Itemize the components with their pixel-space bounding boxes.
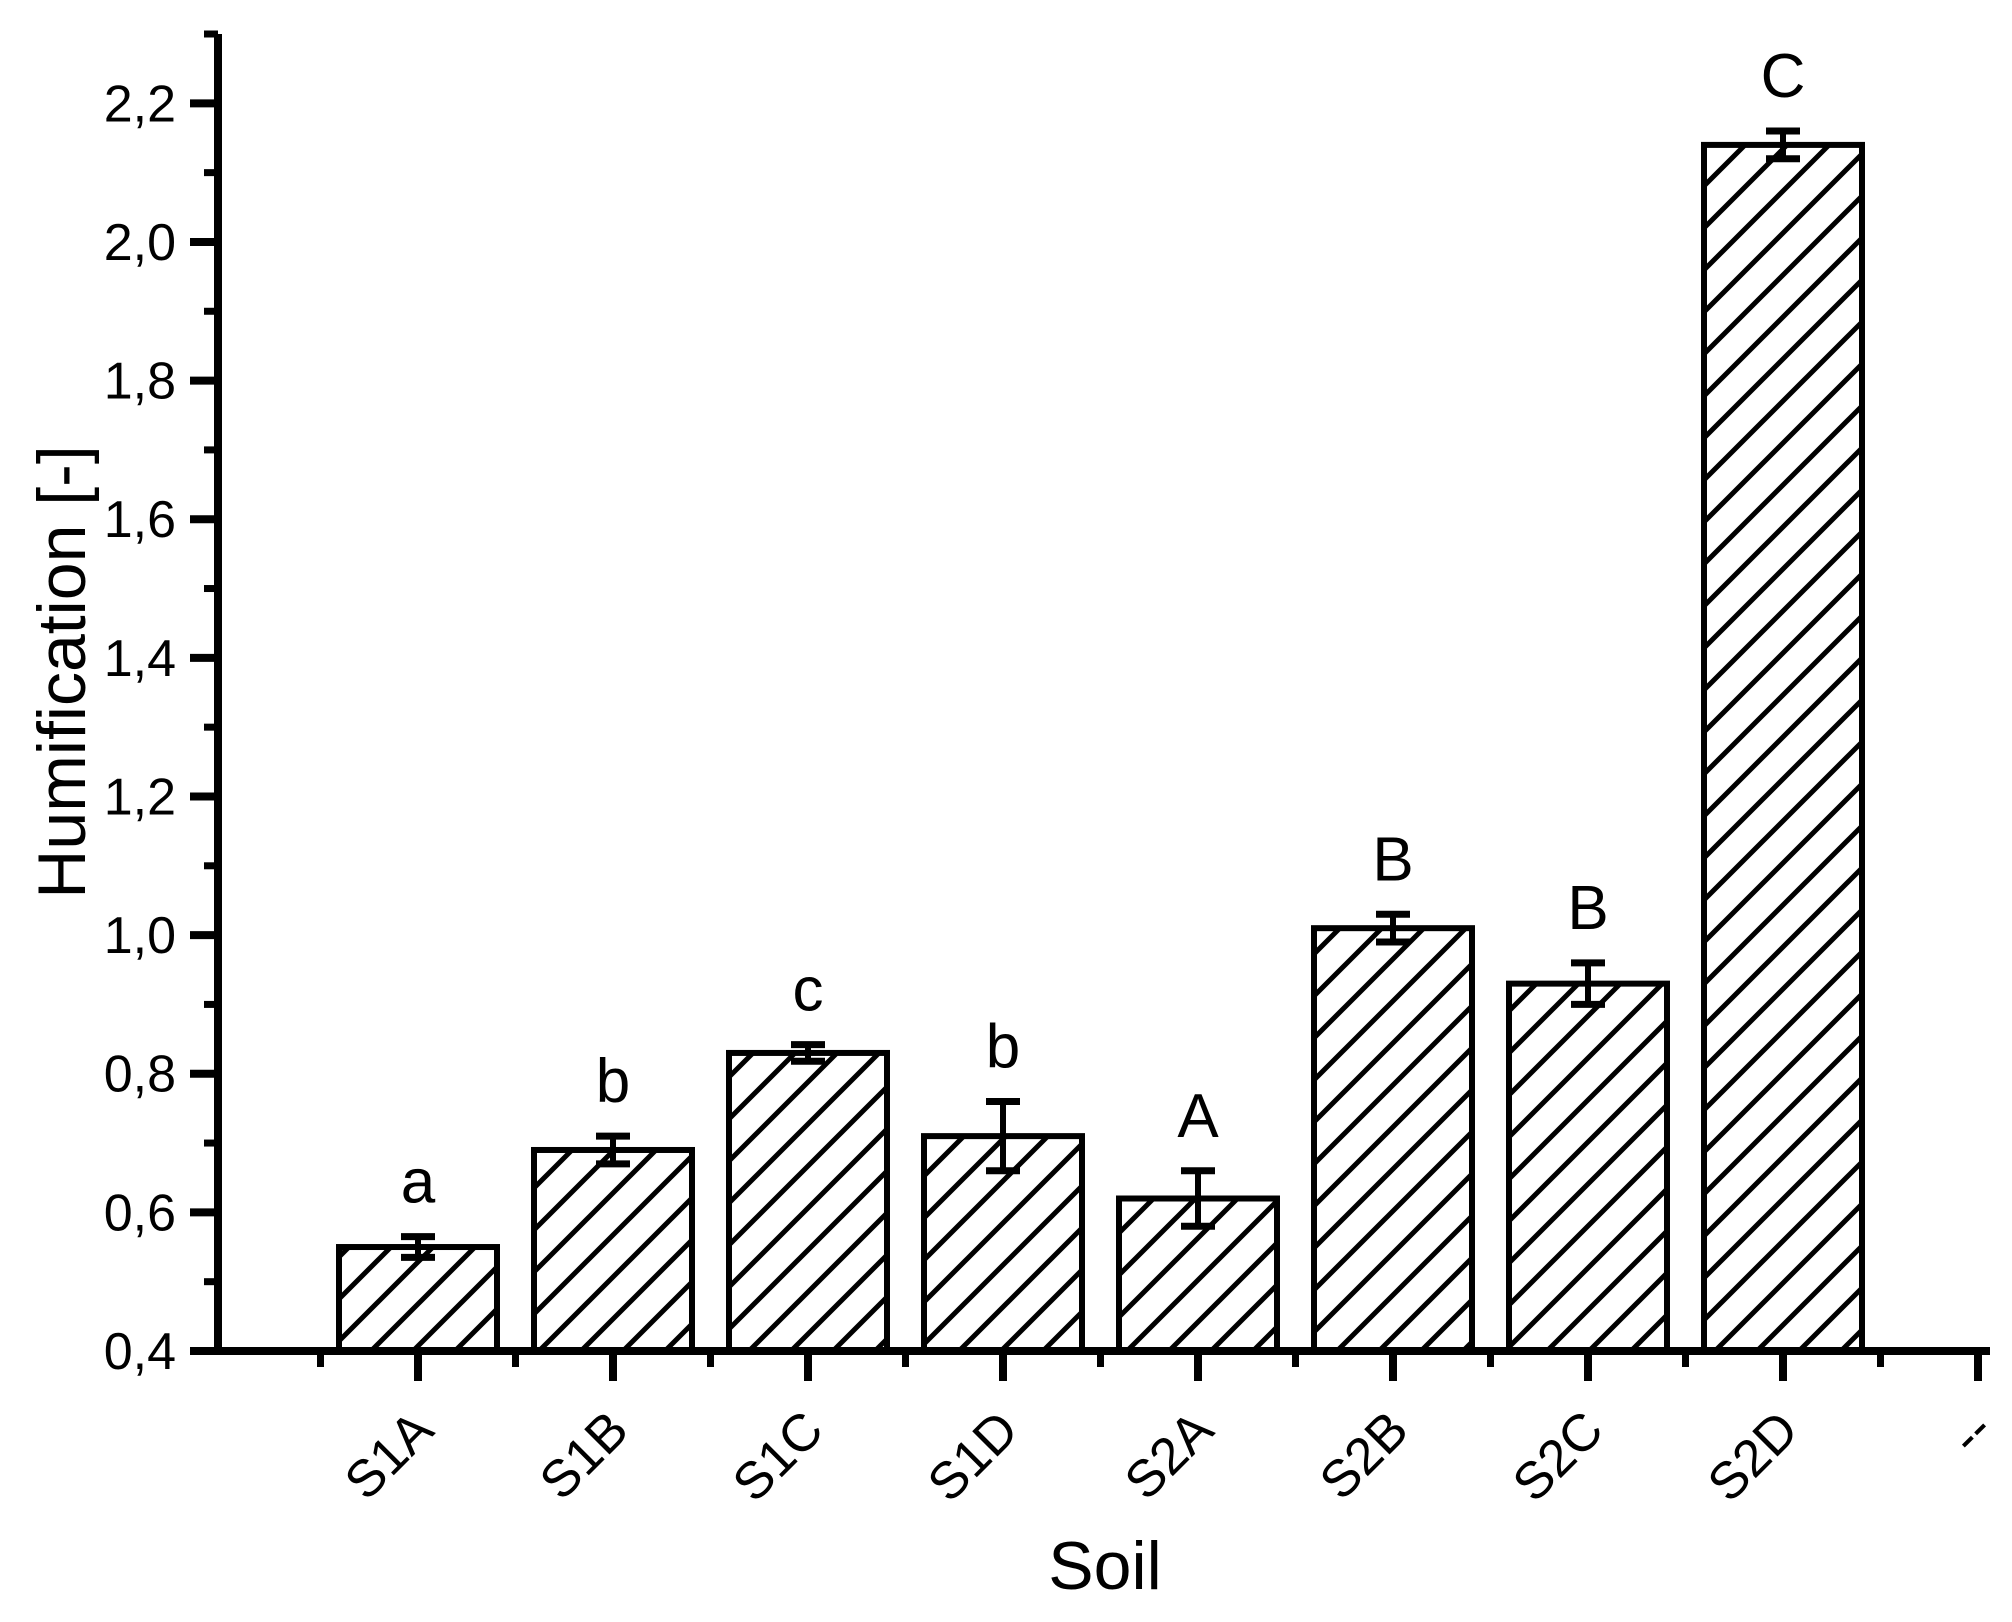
- significance-letter: C: [1761, 42, 1806, 111]
- bar-S1C: [726, 1049, 890, 1355]
- y-axis-tick-label: 1,0: [104, 907, 176, 965]
- x-axis-tick-label: S2A: [1114, 1400, 1225, 1511]
- bar-S2B: [1311, 925, 1475, 1355]
- bar-S2C: [1506, 980, 1670, 1355]
- y-axis-tick-label: 1,8: [104, 353, 176, 411]
- x-axis-tick-label: --: [1939, 1400, 2005, 1466]
- x-axis-tick-label: S1B: [529, 1400, 640, 1511]
- x-axis-tick-label: S2D: [1697, 1400, 1810, 1513]
- x-axis-tick-label: S2C: [1502, 1400, 1615, 1513]
- significance-letter: a: [401, 1148, 436, 1217]
- y-axis-tick-label: 0,4: [104, 1323, 176, 1381]
- x-axis-tick-label: S2B: [1309, 1400, 1420, 1511]
- y-axis-tick-label: 0,8: [104, 1046, 176, 1104]
- significance-letter: B: [1567, 874, 1608, 943]
- bar-S1B: [531, 1146, 695, 1355]
- significance-letter: b: [986, 1012, 1020, 1081]
- bar-S2D: [1701, 141, 1865, 1354]
- y-axis-tick-label: 2,2: [104, 75, 176, 133]
- significance-letter: B: [1372, 825, 1413, 894]
- y-axis-tick-label: 1,6: [104, 491, 176, 549]
- x-axis-tick-label: S1A: [334, 1400, 445, 1511]
- x-axis-title: Soil: [1048, 1528, 1162, 1604]
- y-axis-title: Humification [-]: [24, 445, 100, 899]
- y-axis-tick-label: 1,4: [104, 630, 176, 688]
- significance-letter: c: [793, 956, 824, 1025]
- significance-letter: A: [1177, 1082, 1219, 1151]
- x-axis-tick-label: S1D: [917, 1400, 1030, 1513]
- bar-S1A: [336, 1244, 500, 1355]
- y-axis-tick-label: 0,6: [104, 1184, 176, 1242]
- x-axis-tick-label: S1C: [722, 1400, 835, 1513]
- y-axis-tick-label: 1,2: [104, 768, 176, 826]
- significance-letter: b: [596, 1047, 630, 1116]
- y-axis-tick-label: 2,0: [104, 214, 176, 272]
